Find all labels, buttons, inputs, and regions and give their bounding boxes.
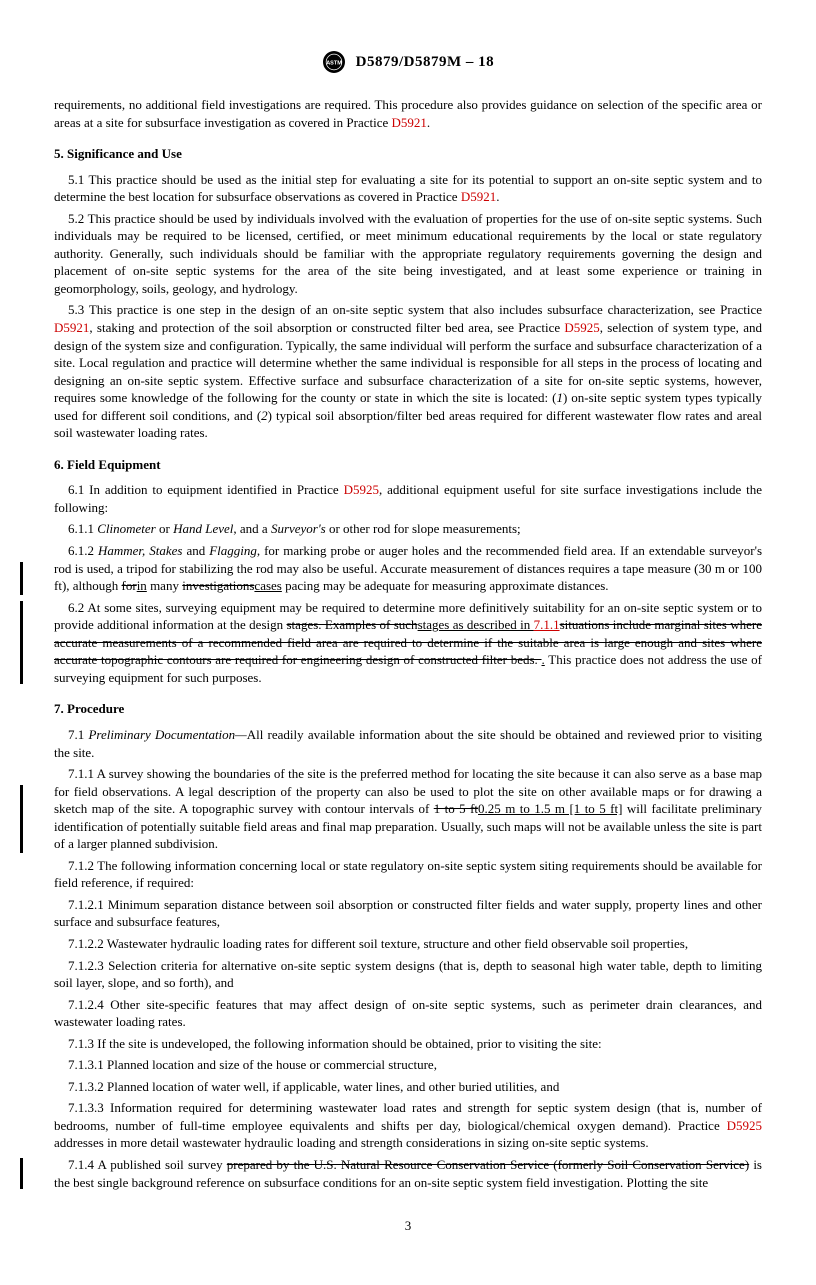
para-6-1: 6.1 In addition to equipment identified … [54, 481, 762, 516]
svg-text:ASTM: ASTM [326, 61, 342, 67]
ref-d5921: D5921 [392, 115, 427, 130]
ref-d5925: D5925 [344, 482, 379, 497]
astm-logo-icon: ASTM [322, 50, 346, 74]
ref-7-1-1: 7.1.1 [534, 617, 560, 632]
intro-paragraph: requirements, no additional field invest… [54, 96, 762, 131]
para-7-1-3: 7.1.3 If the site is undeveloped, the fo… [54, 1035, 762, 1053]
page-header: ASTM D5879/D5879M – 18 [54, 50, 762, 74]
page-number: 3 [54, 1217, 762, 1235]
doc-number: D5879/D5879M – 18 [356, 52, 495, 72]
para-6-2: 6.2 At some sites, surveying equipment m… [54, 599, 762, 687]
para-7-1-3-3: 7.1.3.3 Information required for determi… [54, 1099, 762, 1152]
para-5-3: 5.3 This practice is one step in the des… [54, 301, 762, 441]
ref-d5925: D5925 [727, 1118, 762, 1133]
para-6-1-2: 6.1.2 Hammer, Stakes and Flagging, for m… [54, 542, 762, 595]
para-7-1-1: 7.1.1 A survey showing the boundaries of… [54, 765, 762, 853]
section-6-title: 6. Field Equipment [54, 456, 762, 474]
ref-d5921: D5921 [461, 189, 496, 204]
para-7-1-3-1: 7.1.3.1 Planned location and size of the… [54, 1056, 762, 1074]
para-6-1-1: 6.1.1 Clinometer or Hand Level, and a Su… [54, 520, 762, 538]
section-7-title: 7. Procedure [54, 700, 762, 718]
para-7-1-3-2: 7.1.3.2 Planned location of water well, … [54, 1078, 762, 1096]
para-7-1-2: 7.1.2 The following information concerni… [54, 857, 762, 892]
para-5-2: 5.2 This practice should be used by indi… [54, 210, 762, 298]
para-7-1-2-1: 7.1.2.1 Minimum separation distance betw… [54, 896, 762, 931]
ref-d5925: D5925 [564, 320, 599, 335]
para-7-1-2-2: 7.1.2.2 Wastewater hydraulic loading rat… [54, 935, 762, 953]
para-7-1-2-4: 7.1.2.4 Other site-specific features tha… [54, 996, 762, 1031]
section-5-title: 5. Significance and Use [54, 145, 762, 163]
para-5-1: 5.1 This practice should be used as the … [54, 171, 762, 206]
para-7-1: 7.1 Preliminary Documentation—All readil… [54, 726, 762, 761]
ref-d5921: D5921 [54, 320, 89, 335]
para-7-1-4: 7.1.4 A published soil survey prepared b… [54, 1156, 762, 1191]
para-7-1-2-3: 7.1.2.3 Selection criteria for alternati… [54, 957, 762, 992]
